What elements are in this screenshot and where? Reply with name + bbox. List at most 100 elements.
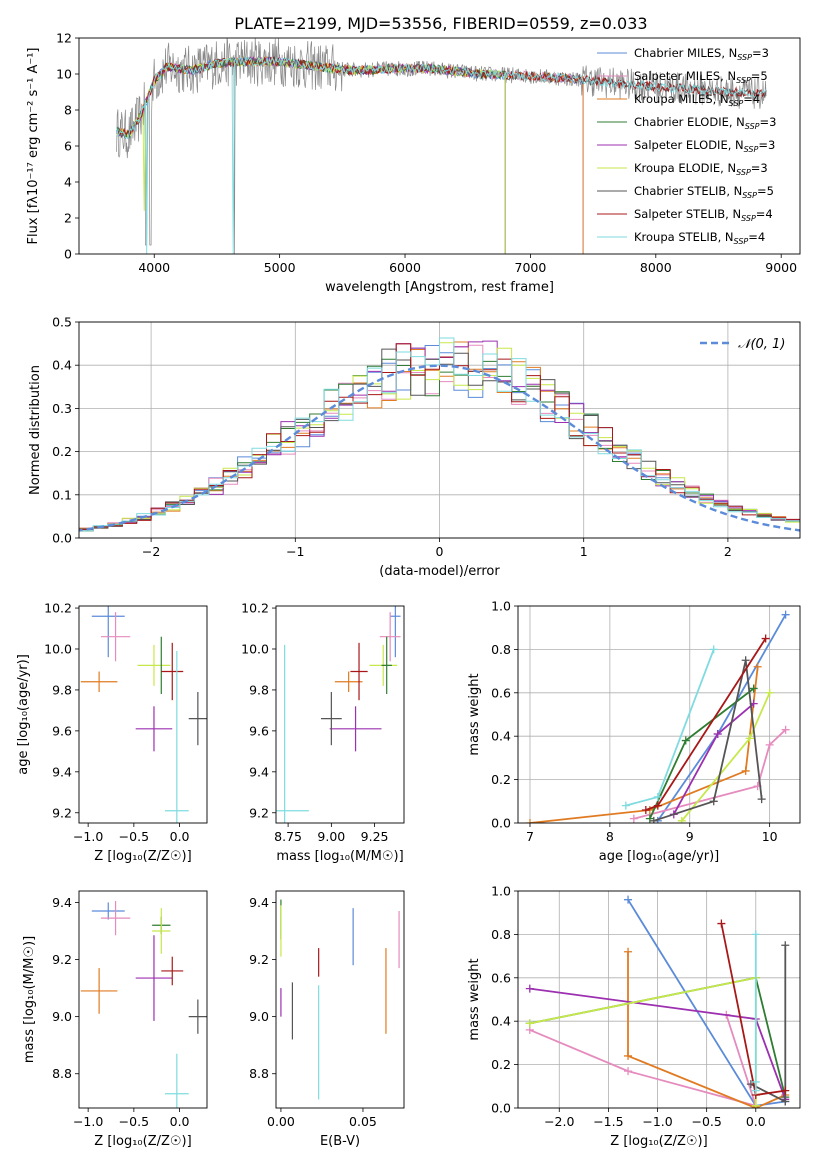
legend-suffix-4: =3 [758, 138, 775, 152]
age_vs_mass-xtick-label-2: 9.25 [361, 829, 389, 844]
residuals-ytick-label-5: 0.5 [52, 315, 72, 330]
age_vs_Z-ylabel: age [log₁₀(age/yr)] [16, 654, 31, 775]
weight_vs_age-marker-kroupa-stelib-1 [653, 792, 662, 801]
spectrum-marks [116, 38, 767, 254]
mass_vs_ebv-marks [280, 899, 400, 1100]
spectrum-model-kroupa-miles [116, 55, 584, 254]
mass_vs_Z-xtick-label-2: 0.0 [170, 1114, 190, 1129]
weight_vs_Z-marker-chabrier-miles-0 [624, 895, 633, 904]
legend-label-2: Kroupa MILES, N [634, 92, 729, 106]
age_vs_Z-frame [78, 605, 208, 824]
residuals-ylabel: Normed distribution [28, 365, 43, 495]
weight_vs_Z-marker-kroupa-stelib-2 [751, 1086, 760, 1095]
mass_vs_ebv-ytick-label-0: 8.8 [249, 1066, 269, 1081]
residuals-xtick-label-1: −1 [286, 544, 304, 559]
spectrum-legend-entry-8: Kroupa STELIB, NSSP=4 [634, 230, 765, 246]
weight_vs_Z-marks [525, 895, 790, 1108]
age_vs_mass-ytick-label-3: 9.8 [249, 682, 269, 697]
spectrum-xtick-label-0: 4000 [138, 260, 170, 275]
mass_vs_ebv-axes: 0.00 0.05 8.8 9.0 9.2 9.4 E(B-V) [249, 890, 405, 1149]
weight_vs_age-marker-salpeter-miles-2 [765, 740, 774, 749]
mass_vs_ebv-xtick-label-0: 0.00 [267, 1114, 295, 1129]
age_vs_Z-point-kroupa-miles [80, 671, 118, 692]
weight_vs_age-line-salpeter-miles [633, 729, 787, 820]
weight_vs_age-marks [525, 610, 790, 823]
age_vs_Z-marks [80, 606, 207, 823]
weight_vs_age-marker-kroupa-elodie-2 [765, 688, 774, 697]
residuals-xlabel: (data-model)/error [379, 564, 500, 579]
mass_vs_Z-point-salpeter-elodie [135, 935, 173, 1021]
legend-sub-2: SSP [729, 99, 744, 108]
weight_vs_age-ytick-label-1: 0.2 [491, 772, 511, 787]
weight_vs_age-marker-salpeter-stelib-0 [641, 805, 650, 814]
legend-sub-1: SSP [736, 76, 751, 85]
spectrum-ylabel: Flux [fλ10⁻¹⁷ erg cm⁻² s⁻¹ A⁻¹] [26, 48, 41, 245]
spectrum-legend-entry-1: Salpeter MILES, NSSP=5 [634, 69, 768, 85]
spectrum-ytick-label-6: 12 [56, 31, 72, 46]
weight_vs_age-line-chabrier-stelib [653, 660, 763, 822]
spectrum-ytick-label-1: 2 [64, 211, 72, 226]
mass_vs_ebv-xtick-label-1: 0.05 [349, 1114, 377, 1129]
mass_vs_Z-ytick-label-0: 8.8 [52, 1066, 72, 1081]
mass_vs_Z-ytick-label-3: 9.4 [52, 895, 72, 910]
legend-suffix-7: =4 [756, 207, 773, 221]
age_vs_mass-marks [276, 606, 401, 823]
weight_vs_Z-ylabel: mass weight [467, 958, 482, 1040]
legend-normal-label: 𝒩(0, 1) [738, 337, 785, 352]
age_vs_mass-point-salpeter-elodie [329, 706, 382, 752]
age_vs_mass-point-chabrier-miles [390, 606, 401, 658]
hist-kroupa-stelib [79, 337, 800, 532]
mass_vs_Z-point-kroupa-miles [80, 968, 118, 1014]
weight_vs_Z-xtick-label-4: 0.0 [746, 1114, 766, 1129]
mass_vs_Z-xtick-label-1: −0.5 [119, 1114, 149, 1129]
weight_vs_age-ytick-label-0: 0.0 [491, 816, 511, 831]
age_vs_mass-ytick-label-0: 9.2 [249, 805, 269, 820]
weight_vs_age-ytick-label-3: 0.6 [491, 685, 511, 700]
age_vs_Z-point-kroupa-elodie [137, 644, 171, 686]
spectrum-model-kroupa-elodie [116, 57, 506, 254]
spectrum-xtick-label-2: 6000 [389, 260, 421, 275]
mass_vs_Z-point-chabrier-miles [91, 902, 125, 920]
weight_vs_age-xlabel: age [log₁₀(age/yr)] [599, 849, 720, 864]
weight_vs_Z-marker-kroupa-stelib-1 [751, 1077, 760, 1086]
spectrum-legend-entry-2: Kroupa MILES, NSSP=4 [634, 92, 760, 108]
age_vs_Z-ytick-label-0: 9.2 [52, 805, 72, 820]
age_vs_mass-point-kroupa-stelib [276, 644, 309, 823]
spectrum-ytick-label-5: 10 [56, 67, 72, 82]
weight_vs_Z-xlabel: Z [log₁₀(Z/Z☉)] [610, 1134, 707, 1149]
weight_vs_Z-ytick-label-0: 0.0 [491, 1101, 511, 1116]
legend-suffix-8: =4 [748, 230, 765, 244]
weight_vs_age-marker-salpeter-stelib-1 [653, 801, 662, 810]
legend-label-1: Salpeter MILES, N [634, 69, 736, 83]
weight_vs_Z-plot: −2.0 −1.5 −1.0 −0.5 0.0 0.0 0.2 0.4 0.6 0.8 1.0 Z [… [467, 884, 801, 1149]
mass_vs_ebv-ytick-label-2: 9.2 [249, 952, 269, 967]
weight_vs_Z-axes: −2.0 −1.5 −1.0 −0.5 0.0 0.0 0.2 0.4 0.6 0.8 1.0 Z [… [467, 884, 801, 1149]
weight_vs_age-marker-kroupa-elodie-1 [745, 734, 754, 743]
residuals-legend: 𝒩(0, 1) [700, 337, 785, 352]
weight_vs_age-xtick-label-3: 10 [762, 829, 778, 844]
mass_vs_Z-point-kroupa-stelib [164, 1053, 189, 1108]
weight_vs_Z-xtick-label-0: −2.0 [544, 1114, 574, 1129]
chart-layer: 4000 5000 6000 7000 8000 9000024681012wavelen… [16, 31, 801, 1149]
residuals-ytick-label-3: 0.3 [52, 401, 72, 416]
legend-label-3: Chabrier ELODIE, N [634, 115, 745, 129]
weight_vs_Z-ytick-label-4: 0.8 [491, 927, 511, 942]
weight_vs_Z-marker-kroupa-stelib-0 [751, 930, 760, 939]
legend-sub-5: SSP [736, 168, 751, 177]
age_vs_mass-ytick-label-4: 10.0 [241, 641, 269, 656]
mass_vs_Z-point-salpeter-stelib [161, 956, 184, 986]
mass_vs_Z-axes: −1.0 −0.5 0.0 8.8 9.0 9.2 9.4 Z [log₁₀(Z/Z☉)] ma… [22, 890, 208, 1149]
weight_vs_age-marker-chabrier-stelib-3 [757, 795, 766, 804]
age_vs_mass-ytick-label-1: 9.4 [249, 764, 269, 779]
residuals-marks [79, 337, 800, 533]
weight_vs_Z-xtick-label-3: −0.5 [691, 1114, 721, 1129]
weight_vs_age-frame [517, 605, 801, 824]
weight_vs_age-xtick-label-2: 9 [686, 829, 694, 844]
age_vs_Z-ytick-label-5: 10.2 [44, 601, 72, 616]
weight_vs_age-marker-chabrier-stelib-0 [649, 816, 658, 823]
residuals-axes: −2 −1 0 1 2 0.0 0.1 0.2 0.3 0.4 0.5 (data-model)/er… [28, 315, 801, 579]
mass_vs_Z-ylabel: mass [log₁₀(M/M☉)] [22, 936, 37, 1063]
weight_vs_age-marker-salpeter-miles-0 [629, 814, 638, 823]
spectrum-legend-entry-0: Chabrier MILES, NSSP=3 [634, 46, 769, 62]
